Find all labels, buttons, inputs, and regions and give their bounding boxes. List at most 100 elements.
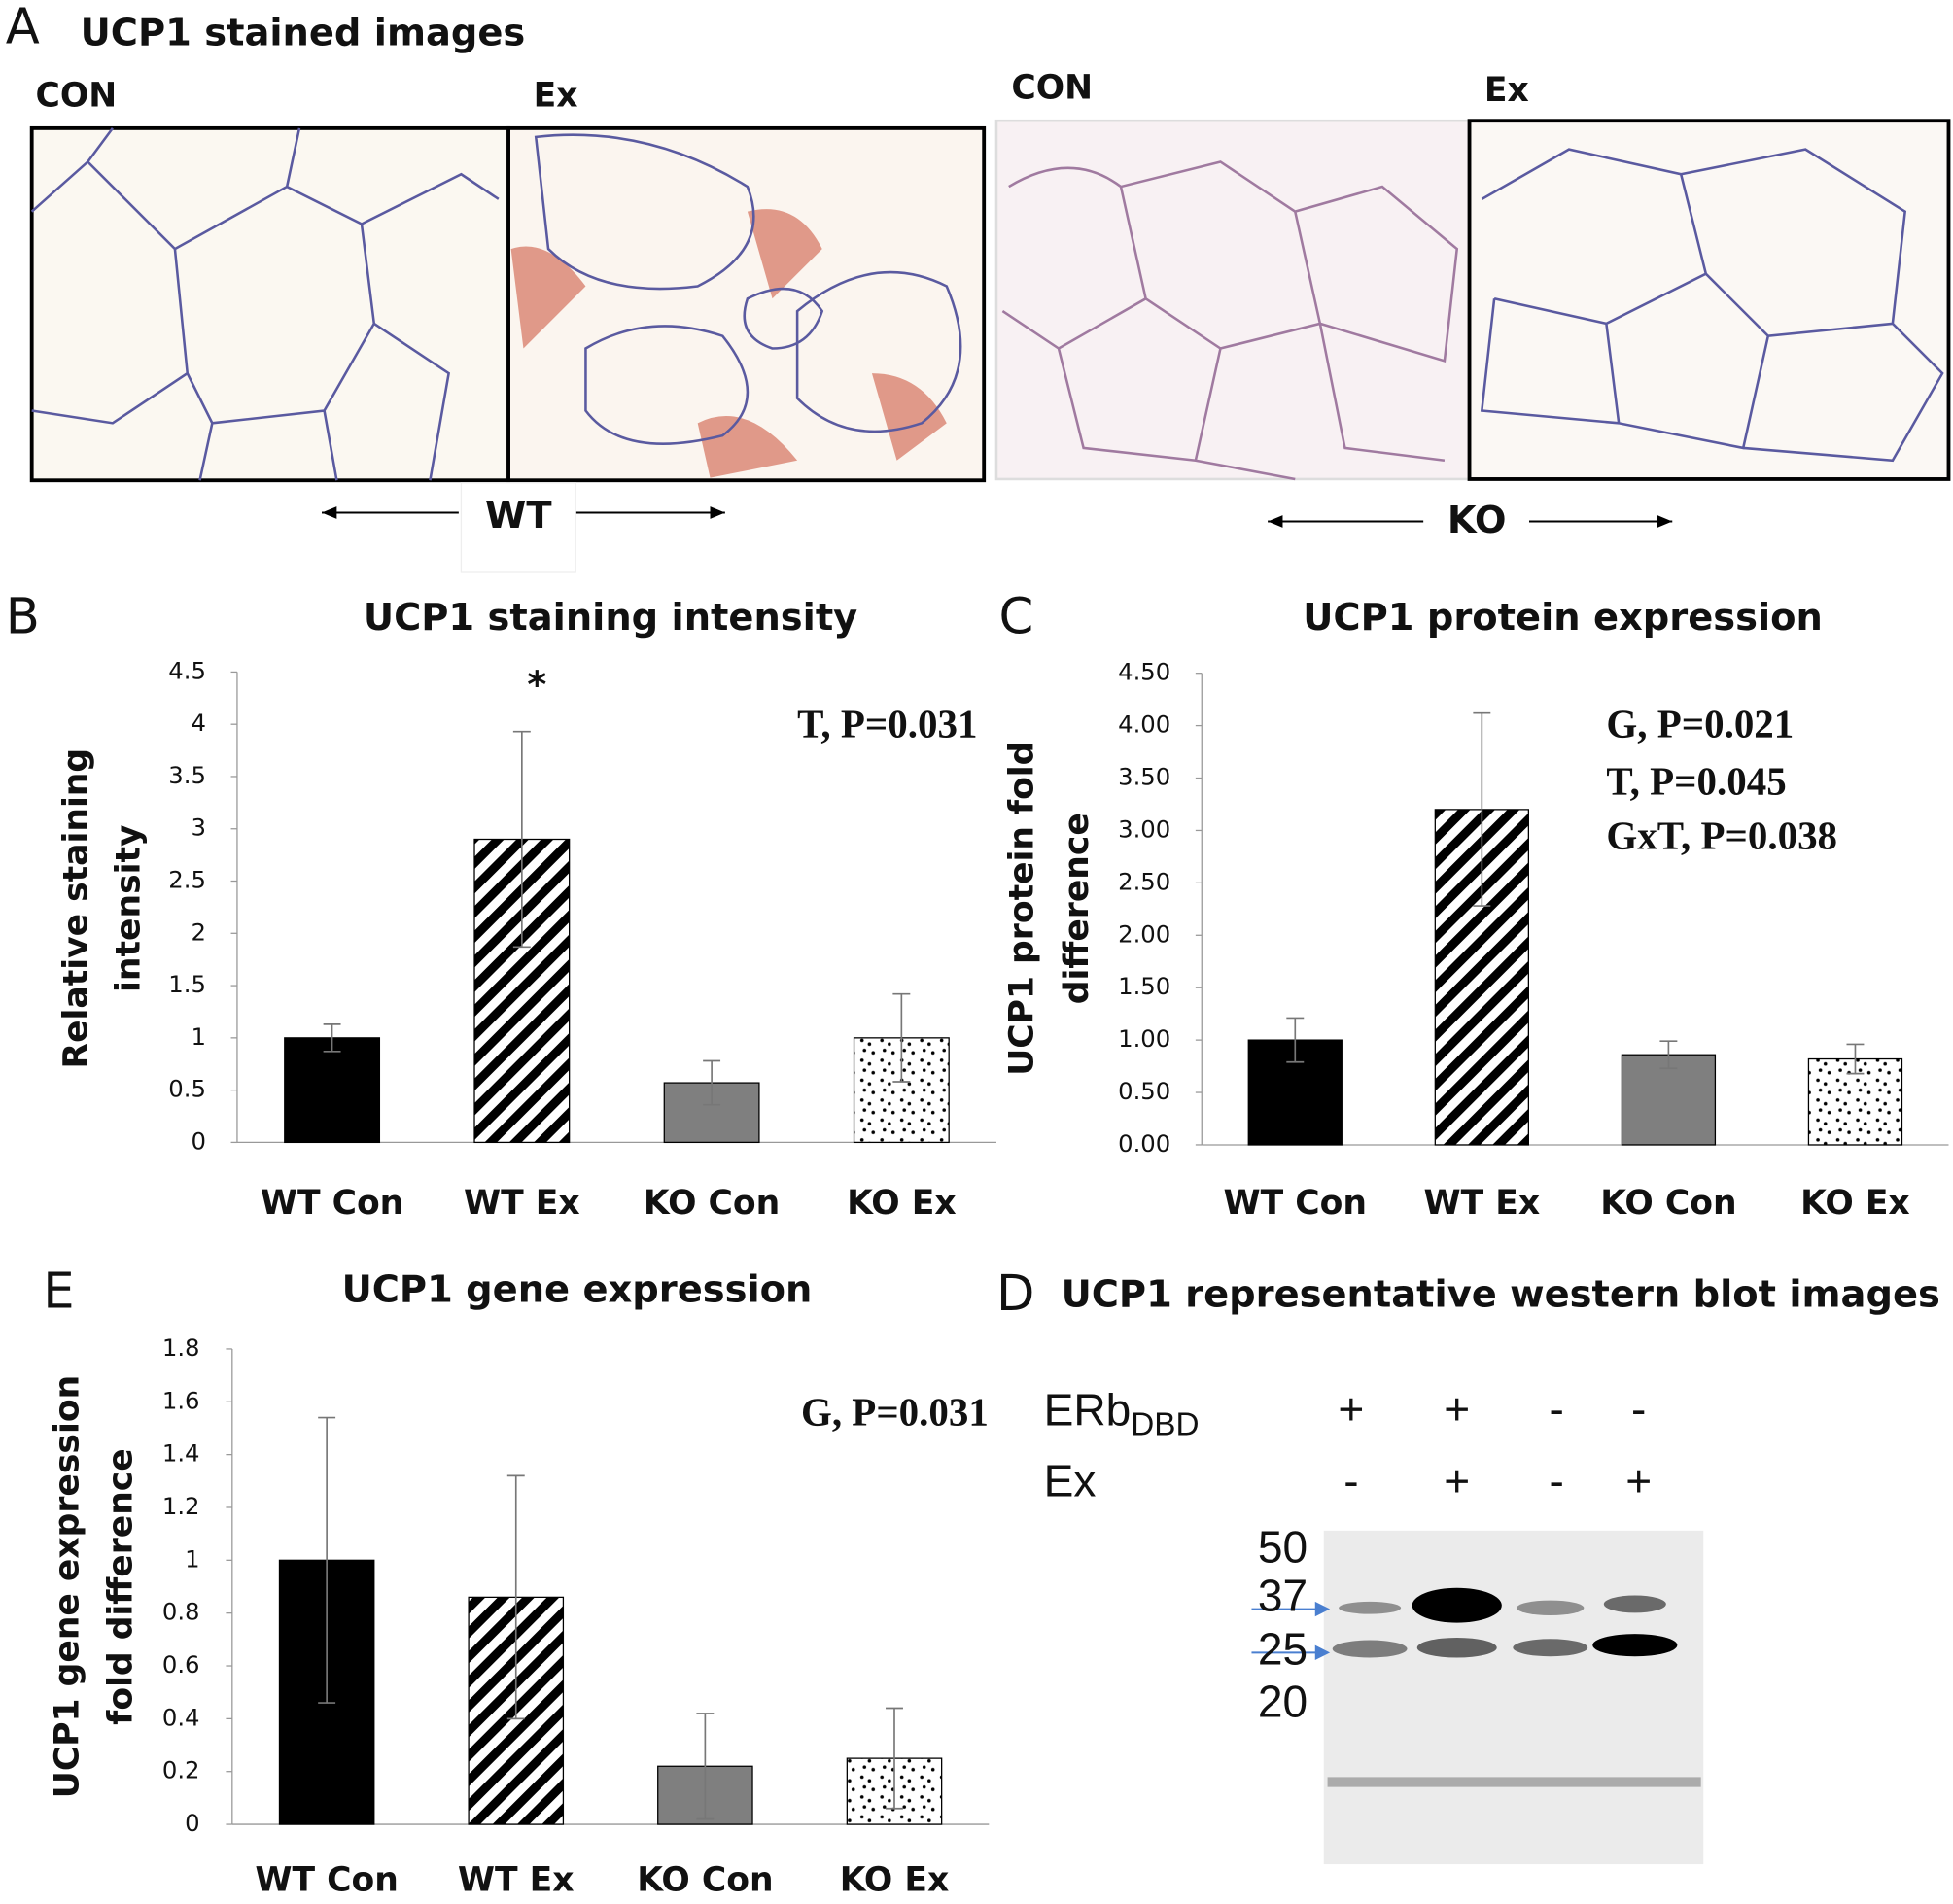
sign: - (1549, 1383, 1563, 1434)
row-label-main: ERb (1044, 1385, 1132, 1436)
blot-image (1323, 1530, 1704, 1865)
band-arrow-head (1314, 1644, 1331, 1661)
size-marker: 37 (1258, 1570, 1308, 1620)
size-marker: 50 (1258, 1522, 1308, 1573)
sign-grid: + + - - - + - + (1338, 1383, 1652, 1506)
x-tick-label: WT Con (255, 1860, 398, 1899)
y-tick-label: 3.00 (1118, 814, 1170, 843)
annotation: T, P=0.045 (1606, 758, 1786, 803)
y-tick-label: 0 (191, 1126, 205, 1155)
y-tick-label: 4.50 (1118, 658, 1170, 686)
annotation: G, P=0.021 (1606, 701, 1794, 745)
band (1332, 1640, 1408, 1658)
band (1339, 1601, 1402, 1614)
x-tick-label: KO Con (1600, 1184, 1736, 1223)
arrow-head (1657, 515, 1673, 528)
y-tick-label: 4.00 (1118, 710, 1170, 739)
x-tick-label: KO Ex (1800, 1184, 1910, 1223)
band (1416, 1637, 1497, 1658)
error-bar (886, 1707, 903, 1810)
y-tick-label: 0.4 (162, 1703, 200, 1731)
y-tick-label: 1.4 (162, 1439, 200, 1468)
image-label: Ex (534, 76, 578, 115)
y-axis-label: UCP1 protein fold (1003, 742, 1042, 1076)
x-tick-label: WT Ex (458, 1860, 575, 1899)
chart: C UCP1 protein expression UCP1 protein fol… (999, 588, 1949, 1223)
x-tick-label: WT Ex (464, 1184, 580, 1223)
y-tick-label: 0.00 (1118, 1129, 1170, 1158)
x-tick-label: WT Ex (1424, 1184, 1541, 1223)
x-tick-label: WT Con (261, 1184, 403, 1223)
annotation: G, P=0.031 (801, 1389, 989, 1434)
band (1327, 1777, 1701, 1787)
panel-title: UCP1 representative western blot images (1062, 1273, 1940, 1317)
y-tick-label: 2.50 (1118, 867, 1170, 895)
y-tick-label: 1.2 (162, 1492, 200, 1520)
band (1517, 1600, 1585, 1615)
y-tick-label: 0.2 (162, 1756, 200, 1784)
y-tick-label: 2 (191, 917, 205, 946)
size-marker: 25 (1258, 1624, 1308, 1675)
band (1592, 1634, 1678, 1657)
y-axis-label: difference (1058, 813, 1097, 1004)
y-tick-label: 0.50 (1118, 1077, 1170, 1105)
size-marker: 20 (1258, 1676, 1308, 1726)
error-bar (1286, 1017, 1305, 1063)
y-tick-label: 2.5 (168, 866, 206, 894)
micrograph (29, 125, 510, 483)
cell-walls (30, 127, 500, 481)
charts: B UCP1 staining intensity Relative stainin… (6, 588, 1949, 1899)
band (1603, 1595, 1666, 1613)
bands (1327, 1587, 1701, 1787)
annotation: * (527, 663, 546, 707)
x-tick-label: KO Ex (847, 1184, 957, 1223)
error-bar (318, 1416, 336, 1704)
error-bar (506, 1474, 525, 1720)
chart-title: UCP1 staining intensity (364, 596, 857, 640)
group-label: KO (1447, 499, 1507, 542)
panel-letter: C (999, 588, 1034, 646)
micrograph (506, 125, 987, 483)
y-tick-label: 4.5 (168, 656, 206, 684)
error-bar (703, 1059, 721, 1106)
band (1513, 1639, 1588, 1657)
y-tick-label: 1 (185, 1544, 199, 1573)
error-bar (1473, 711, 1491, 907)
y-tick-label: 0.8 (162, 1598, 200, 1626)
bar (284, 1037, 381, 1144)
y-tick-label: 0 (185, 1809, 199, 1837)
sign: + (1625, 1456, 1652, 1506)
sign: - (1631, 1383, 1646, 1434)
bar (663, 1082, 760, 1144)
error-bar (1846, 1043, 1865, 1075)
sign: + (1444, 1456, 1470, 1506)
error-bar (696, 1713, 715, 1820)
y-tick-label: 4 (191, 709, 205, 737)
sign: - (1343, 1456, 1358, 1506)
micrograph (1467, 119, 1951, 481)
y-axis-label: intensity (109, 824, 148, 992)
arrow-head (1268, 515, 1283, 528)
y-tick-label: 1.00 (1118, 1024, 1170, 1053)
error-bar (1659, 1040, 1678, 1070)
y-tick-label: 2.00 (1118, 919, 1170, 948)
panel-letter: A (6, 0, 40, 56)
panel-letter: B (6, 588, 40, 646)
y-tick-label: 1.5 (168, 970, 206, 998)
chart-title: UCP1 protein expression (1303, 596, 1823, 640)
image-frame (29, 125, 510, 483)
y-axis-label: fold difference (102, 1448, 141, 1724)
y-tick-label: 0.5 (168, 1075, 206, 1103)
band (1412, 1587, 1502, 1623)
panel-title: UCP1 stained images (81, 11, 526, 54)
annotation: GxT, P=0.038 (1606, 814, 1837, 858)
y-axis-label: UCP1 gene expression (49, 1375, 87, 1798)
y-tick-label: 1 (191, 1022, 205, 1051)
sign: - (1549, 1456, 1563, 1506)
stain (510, 209, 947, 478)
image-frame (994, 119, 1471, 481)
cell-walls (1480, 148, 1944, 463)
